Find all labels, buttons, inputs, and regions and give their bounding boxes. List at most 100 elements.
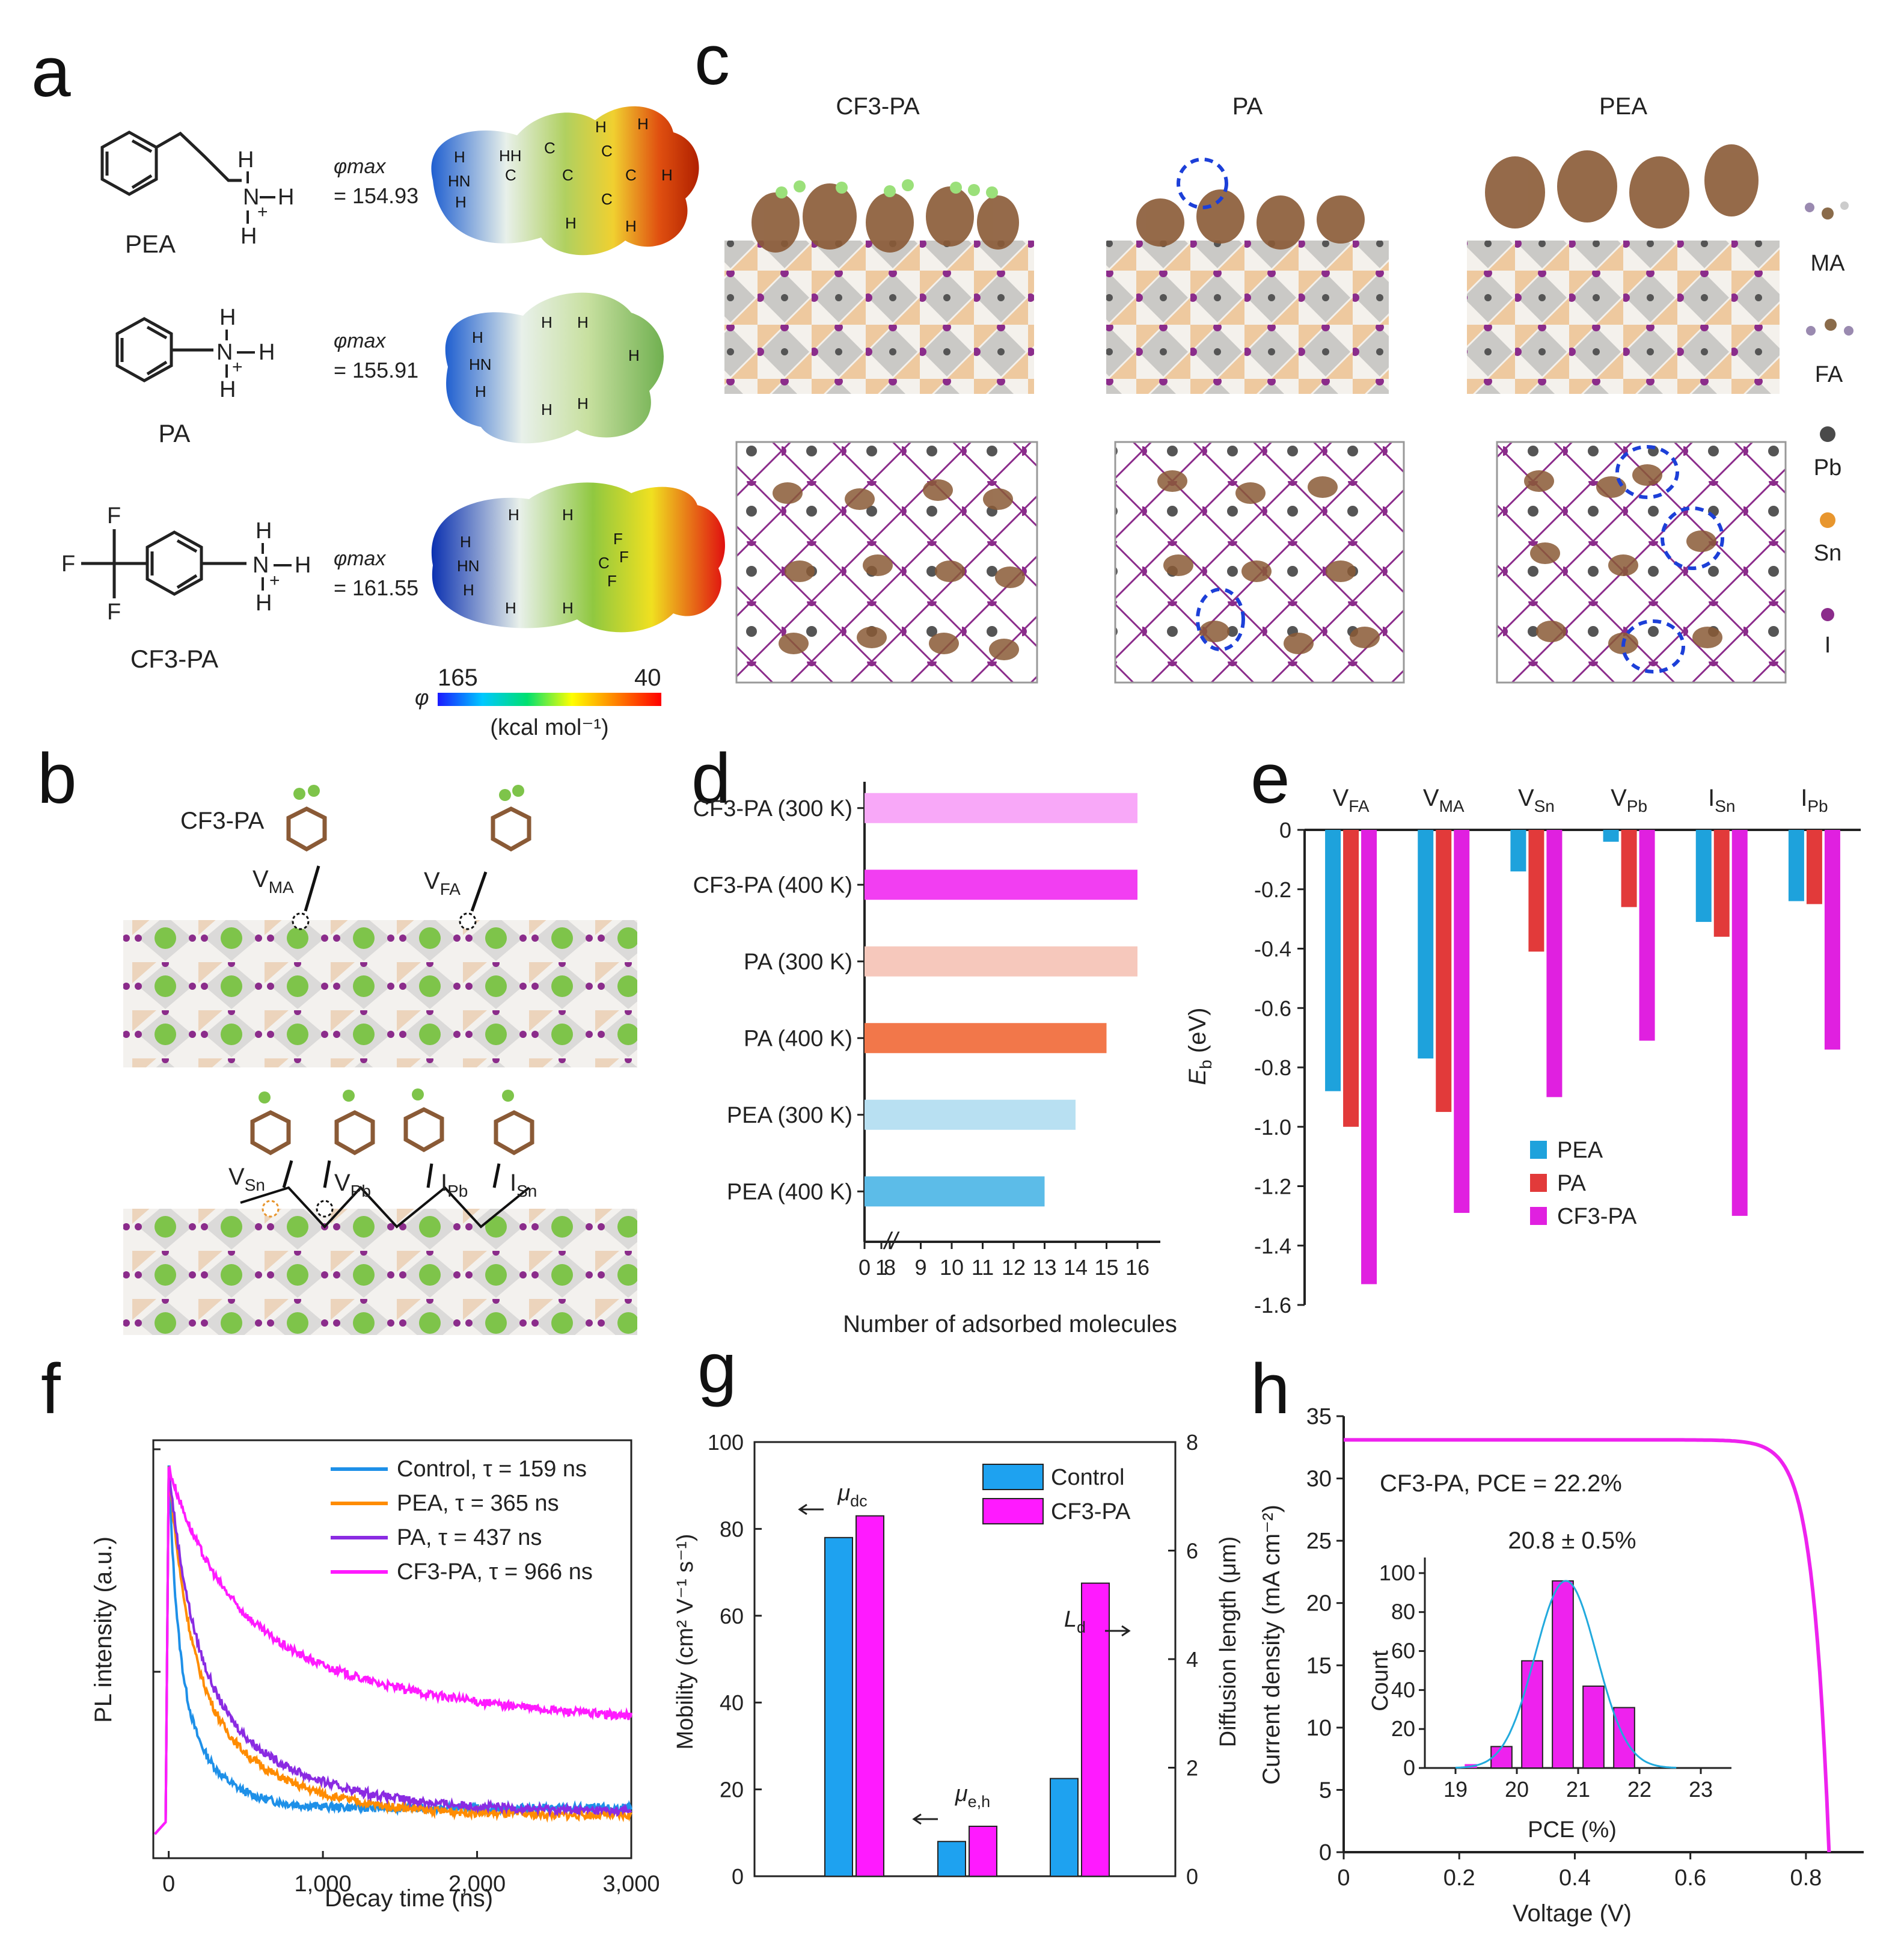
inset-x-tick-label: 19 <box>1443 1777 1468 1802</box>
defect-label: ISn <box>510 1170 537 1200</box>
y-tick-label: 0 <box>1319 1840 1332 1865</box>
inset-gaussian-fit <box>1455 1580 1677 1769</box>
bar <box>865 946 1137 977</box>
chart-f: 0 1,000 2,000 3,000 Control, τ = 159 ns PEA, … <box>152 1439 660 1897</box>
bar <box>865 1099 1076 1130</box>
x-axis-label: Voltage (V) <box>1513 1900 1632 1927</box>
legend-label: MA <box>1811 251 1846 276</box>
column-title: PA <box>1232 93 1263 120</box>
esp-surface-pa: H HN H H H H H H <box>445 292 664 444</box>
panel-c: c CF3-PA PA PEA <box>694 20 1853 684</box>
cf3pa-atoms: F F F H N H H + <box>61 503 311 625</box>
x-tick-label: 0 <box>1337 1865 1350 1891</box>
legend-label: CF3-PA <box>1051 1499 1131 1524</box>
x-tick-label: 0.6 <box>1674 1865 1706 1891</box>
defect-label: VSn <box>228 1164 265 1194</box>
esp-atom: F <box>607 572 617 590</box>
x-tick-label: 16 <box>1125 1255 1149 1280</box>
category-label: PA (300 K) <box>744 950 853 975</box>
y-tick-label: 30 <box>1306 1467 1332 1492</box>
defect-label: VFA <box>424 868 461 898</box>
category-label: IPb <box>1801 785 1828 815</box>
bar <box>1436 830 1452 1113</box>
colorbar-max-label: 40 <box>634 664 661 691</box>
esp-atom: F <box>619 548 629 566</box>
bar <box>1325 830 1341 1091</box>
category-label: ISn <box>1708 785 1735 815</box>
bar <box>1713 830 1730 937</box>
bar <box>1824 830 1840 1050</box>
bar <box>865 870 1137 900</box>
esp-atom: H <box>541 401 553 419</box>
esp-atom: H <box>595 118 607 136</box>
esp-atom: H <box>472 328 483 346</box>
esp-atom: HN <box>448 172 471 190</box>
y-axis-label: PL intensity (a.u.) <box>90 1536 117 1723</box>
x-tick-label: 12 <box>1002 1255 1026 1280</box>
bar <box>856 1515 884 1877</box>
bar <box>824 1536 853 1877</box>
highlight-circle <box>1177 158 1228 209</box>
defect-arrows <box>282 1160 501 1188</box>
phi-max-label: φmax <box>334 155 386 178</box>
esp-surface-cf3pa: H HN H H H F F C F H H <box>431 482 725 633</box>
panel-b: b CF3-PA VMA VFA <box>37 739 637 1335</box>
inset-y-tick-label: 80 <box>1391 1600 1415 1624</box>
inset-x-tick-label: 23 <box>1689 1777 1713 1802</box>
esp-surface-pea: H HN H HH C C H C C H C C H H H <box>431 106 699 256</box>
phi-max-value: = 155.91 <box>334 358 418 382</box>
y-tick-label: 25 <box>1306 1529 1332 1554</box>
bar <box>1695 830 1712 922</box>
panel-d: d CF3-PA (300 K) CF3-PA (400 K) PA (300 K)… <box>691 739 1177 1337</box>
panel-g: g 0 20 40 60 80 100 0 2 4 6 8 μdc μe,h Ld Control CF3-P… <box>673 1328 1241 1889</box>
chart-h: 0 5 10 15 20 25 30 35 0 0.2 0.4 0.6 0.8 0 20 40 60 80 100 1… <box>1306 1404 1864 1891</box>
atom-h: H <box>278 185 294 210</box>
legend-swatch <box>1530 1207 1547 1225</box>
chart-e: 0 -0.2 -0.4 -0.6 -0.8 -1.0 -1.2 -1.4 -1.6 VFA VMA V… <box>1254 785 1861 1318</box>
y-tick-label: -0.8 <box>1254 1055 1291 1080</box>
y-tick-label-left: 80 <box>720 1517 744 1541</box>
pea-atoms: H N H H + <box>237 147 294 249</box>
defect-vma: VMA <box>253 865 320 930</box>
legend-label: PEA <box>1557 1138 1603 1163</box>
pa-atoms: H N H H + <box>216 305 275 402</box>
inset-bar <box>1552 1580 1574 1769</box>
vacancy-marker <box>262 1200 280 1218</box>
x-tick-label: 2,000 <box>448 1871 506 1897</box>
category-label: VFA <box>1333 785 1370 815</box>
atom-plus: + <box>257 202 268 222</box>
bar <box>1050 1778 1079 1877</box>
atom-h: H <box>259 340 275 365</box>
esp-atom: C <box>601 142 613 160</box>
x-tick-label: 10 <box>940 1255 964 1280</box>
y-tick-label: -1.2 <box>1254 1174 1291 1199</box>
legend-item-fa: FA <box>1806 319 1853 387</box>
y-axis-label: Current density (mA cm⁻²) <box>1258 1505 1285 1785</box>
category-label: CF3-PA (400 K) <box>693 873 853 898</box>
esp-atom: H <box>565 214 577 232</box>
y-tick-label: 5 <box>1319 1778 1332 1803</box>
phi-max-value: = 161.55 <box>334 575 418 600</box>
inset-x-tick-label: 20 <box>1505 1777 1529 1802</box>
atom-h: H <box>237 147 254 173</box>
decay-line <box>154 1465 632 1835</box>
panel-h: h 0 5 10 15 20 25 30 35 0 0.2 0.4 0.6 0.8 0 20 40 60 80 10… <box>1250 1349 1864 1927</box>
column-title: CF3-PA <box>836 93 920 120</box>
inset-y-tick-label: 100 <box>1379 1561 1415 1585</box>
panel-label-e: e <box>1250 739 1290 818</box>
bar <box>1603 830 1619 842</box>
inset-bar <box>1490 1746 1513 1769</box>
decay-line <box>154 1467 632 1835</box>
atom-h: H <box>295 553 311 578</box>
x-tick-label: 0 <box>162 1871 175 1897</box>
esp-atom: C <box>562 166 574 184</box>
inset-y-axis-label: Count <box>1368 1650 1393 1711</box>
arrow-left <box>912 1813 938 1825</box>
defect-outline <box>240 1186 530 1229</box>
y-tick-label-left: 40 <box>720 1690 744 1715</box>
bar <box>1081 1582 1110 1877</box>
esp-atom: F <box>613 530 623 548</box>
legend-label: PEA, τ = 365 ns <box>397 1491 559 1516</box>
inset-bar <box>1521 1660 1543 1769</box>
atom-f: F <box>61 551 75 577</box>
